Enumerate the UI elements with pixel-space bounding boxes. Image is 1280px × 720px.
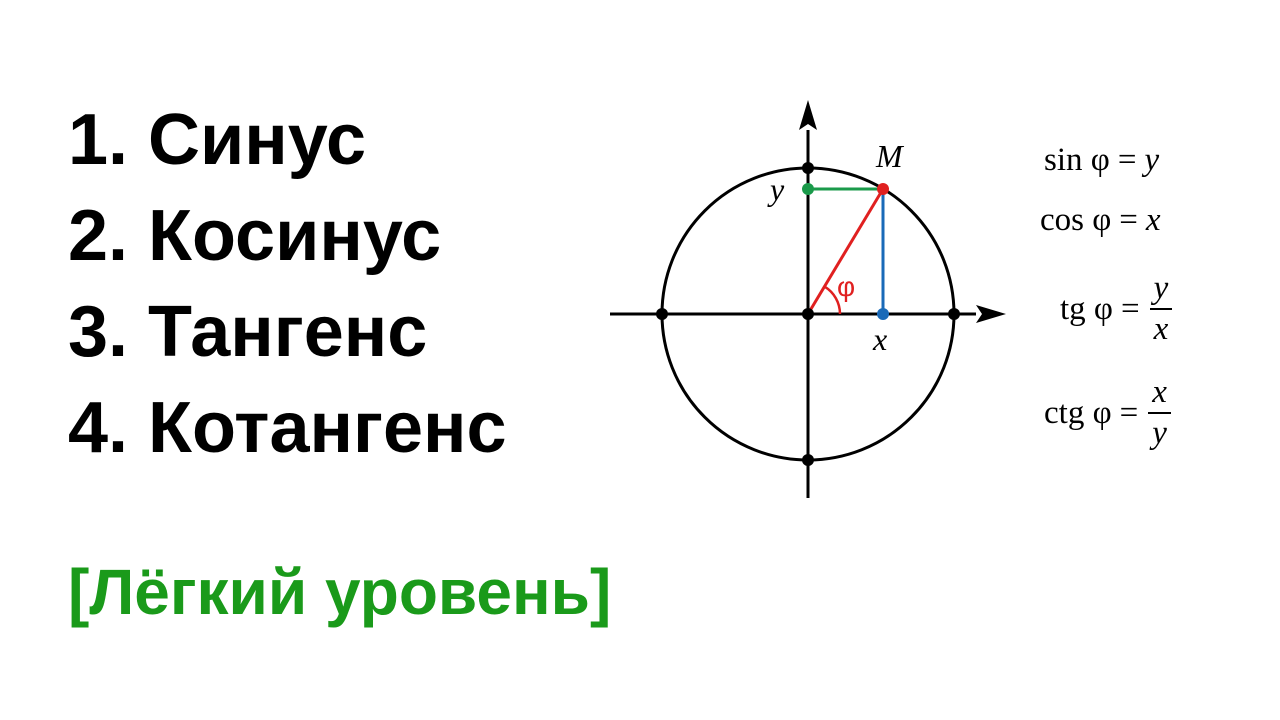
tangent-denominator: x: [1153, 311, 1169, 347]
point-bottom: [802, 454, 814, 466]
label-angle: φ: [837, 271, 855, 302]
cotangent-numerator: x: [1148, 375, 1171, 414]
radius-segment: [806, 188, 885, 315]
tangent-fraction: y x: [1149, 271, 1173, 347]
difficulty-level: [Лёгкий уровень]: [68, 556, 612, 628]
cotangent-formula: ctg φ = x y: [1044, 370, 1171, 456]
tangent-func: tg φ: [1060, 290, 1113, 327]
point-m: [877, 183, 889, 195]
tangent-equals: =: [1120, 290, 1140, 327]
point-top: [802, 162, 814, 174]
point-origin: [802, 308, 814, 320]
x-axis: [610, 305, 1006, 323]
cosine-equals: =: [1119, 201, 1138, 238]
point-right: [948, 308, 960, 320]
cosine-rhs: x: [1145, 201, 1161, 238]
topic-list: 1. Синус 2. Косинус 3. Тангенс 4. Котанг…: [68, 92, 507, 476]
tangent-formula: tg φ = y x: [1060, 266, 1173, 352]
topic-cosine: 2. Косинус: [68, 196, 442, 276]
tangent-numerator: y: [1149, 271, 1173, 310]
point-left: [656, 308, 668, 320]
cotangent-equals: =: [1119, 394, 1139, 431]
y-axis: [799, 100, 817, 498]
label-m: M: [875, 138, 905, 174]
label-x: x: [872, 321, 887, 357]
angle-arc: [823, 285, 842, 315]
topic-tangent: 3. Тангенс: [68, 292, 428, 372]
cotangent-fraction: x y: [1148, 375, 1171, 450]
point-y: [802, 183, 814, 195]
topic-sine: 1. Синус: [68, 100, 367, 180]
sine-equals: =: [1117, 141, 1137, 178]
sine-formula: sin φ = y: [1044, 140, 1159, 180]
point-x: [877, 308, 889, 320]
sine-func: sin φ: [1044, 141, 1110, 178]
label-y: y: [767, 171, 785, 207]
sine-rhs: y: [1144, 141, 1160, 178]
cotangent-denominator: y: [1152, 415, 1167, 451]
topic-cotangent: 4. Котангенс: [68, 388, 507, 468]
cotangent-func: ctg φ: [1044, 394, 1112, 431]
cosine-formula: cos φ = x: [1040, 200, 1161, 240]
cosine-func: cos φ: [1040, 201, 1112, 238]
